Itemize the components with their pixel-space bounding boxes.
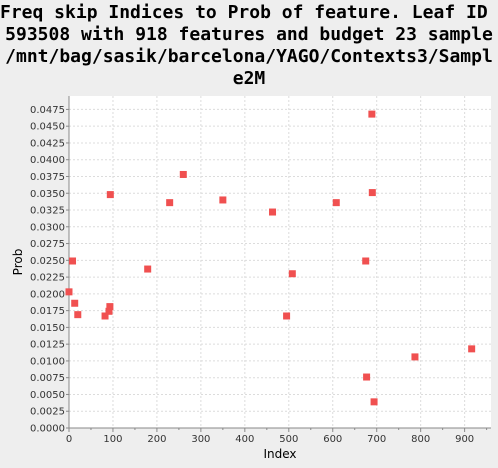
- x-tick-label: 200: [147, 434, 166, 445]
- y-tick-label: 0.0300: [30, 222, 65, 233]
- data-point: [468, 345, 476, 353]
- grid-lines: [68, 96, 491, 429]
- data-point: [179, 170, 187, 178]
- data-points: [65, 110, 476, 406]
- y-tick-label: 0.0150: [30, 323, 65, 334]
- x-tick-label: 900: [455, 434, 474, 445]
- title-line-2: 593508 with 918 features and budget 23 s…: [5, 24, 493, 45]
- y-tick-label: 0.0350: [30, 189, 65, 200]
- y-tick-label: 0.0025: [30, 407, 65, 418]
- x-tick-label: 100: [103, 434, 122, 445]
- y-tick-label: 0.0325: [30, 206, 65, 217]
- y-tick-label: 0.0275: [30, 239, 65, 250]
- x-axis-label: Index: [263, 447, 296, 461]
- x-tick-label: 800: [411, 434, 430, 445]
- data-point: [368, 110, 376, 118]
- data-point: [269, 208, 277, 216]
- data-point: [101, 312, 109, 320]
- y-tick-label: 0.0450: [30, 122, 65, 133]
- y-tick-label: 0.0075: [30, 373, 65, 384]
- plot-area: [69, 96, 491, 428]
- data-point: [219, 196, 227, 204]
- data-point: [362, 257, 370, 265]
- data-point: [288, 270, 296, 278]
- data-point: [74, 311, 82, 319]
- y-tick-label: 0.0375: [30, 172, 65, 183]
- title-line-4: e2M: [232, 68, 266, 89]
- y-tick-label: 0.0400: [30, 155, 65, 166]
- data-point: [106, 191, 114, 199]
- data-point: [332, 199, 340, 207]
- y-tick-label: 0.0100: [30, 356, 65, 367]
- data-point: [106, 303, 114, 311]
- title-line-3: /mnt/bag/sasik/barcelona/YAGO/Contexts3/…: [5, 46, 493, 67]
- y-tick-label: 0.0425: [30, 138, 65, 149]
- axes: 0 100 200 300 400 500 600 700 800 900 0.0000 0.0025…: [30, 96, 491, 445]
- data-point: [65, 288, 73, 296]
- data-point: [166, 199, 174, 207]
- data-point: [363, 373, 371, 381]
- x-tick-label: 300: [191, 434, 210, 445]
- y-tick-label: 0.0475: [30, 105, 65, 116]
- y-tick-label: 0.0225: [30, 273, 65, 284]
- x-tick-label: 500: [279, 434, 298, 445]
- x-tick-label: 600: [323, 434, 342, 445]
- y-tick-label: 0.0250: [30, 256, 65, 267]
- y-tick-label: 0.0050: [30, 390, 65, 401]
- data-point: [411, 353, 419, 361]
- y-tick-label: 0.0000: [30, 424, 65, 435]
- y-axis-label: Prob: [11, 249, 25, 276]
- data-point: [69, 257, 77, 265]
- x-tick-label: 400: [235, 434, 254, 445]
- x-tick-label: 0: [66, 434, 72, 445]
- data-point: [144, 265, 152, 273]
- data-point: [283, 312, 291, 320]
- chart-title: Freq skip Indices to Prob of feature. Le…: [0, 2, 498, 90]
- x-tick-label: 700: [367, 434, 386, 445]
- title-line-1: Freq skip Indices to Prob of feature. Le…: [0, 2, 498, 23]
- data-point: [71, 299, 79, 307]
- y-tick-label: 0.0200: [30, 289, 65, 300]
- data-point: [105, 307, 113, 315]
- y-tick-label: 0.0175: [30, 306, 65, 317]
- data-point: [368, 189, 376, 197]
- data-point: [370, 398, 378, 406]
- y-tick-label: 0.0125: [30, 340, 65, 351]
